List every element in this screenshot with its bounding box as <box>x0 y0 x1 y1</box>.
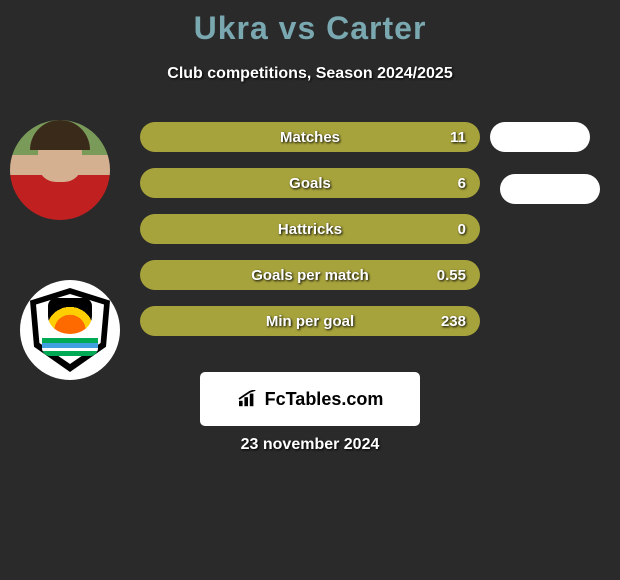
stat-label: Hattricks <box>278 221 342 238</box>
stat-value: 11 <box>450 129 466 146</box>
stat-value: 0.55 <box>437 267 466 284</box>
stat-value: 238 <box>441 313 466 330</box>
stats-bars: Matches 11 Goals 6 Hattricks 0 Goals per… <box>140 122 480 352</box>
stat-value: 6 <box>458 175 466 192</box>
stat-label: Matches <box>280 129 340 146</box>
player-avatar <box>10 120 110 220</box>
date-label: 23 november 2024 <box>0 436 620 454</box>
club-badge <box>20 280 120 380</box>
subtitle: Club competitions, Season 2024/2025 <box>0 65 620 83</box>
stat-bar-mpg: Min per goal 238 <box>140 306 480 336</box>
stat-bar-hattricks: Hattricks 0 <box>140 214 480 244</box>
stat-bar-gpm: Goals per match 0.55 <box>140 260 480 290</box>
stat-label: Min per goal <box>266 313 354 330</box>
compare-pill-goals <box>500 174 600 204</box>
stat-label: Goals per match <box>251 267 369 284</box>
brand-logo[interactable]: FcTables.com <box>200 372 420 426</box>
stat-bar-matches: Matches 11 <box>140 122 480 152</box>
compare-pill-matches <box>490 122 590 152</box>
page-title: Ukra vs Carter <box>0 0 620 47</box>
brand-text: FcTables.com <box>265 389 384 410</box>
stat-value: 0 <box>458 221 466 238</box>
stat-label: Goals <box>289 175 331 192</box>
bar-chart-icon <box>237 390 259 408</box>
stat-bar-goals: Goals 6 <box>140 168 480 198</box>
